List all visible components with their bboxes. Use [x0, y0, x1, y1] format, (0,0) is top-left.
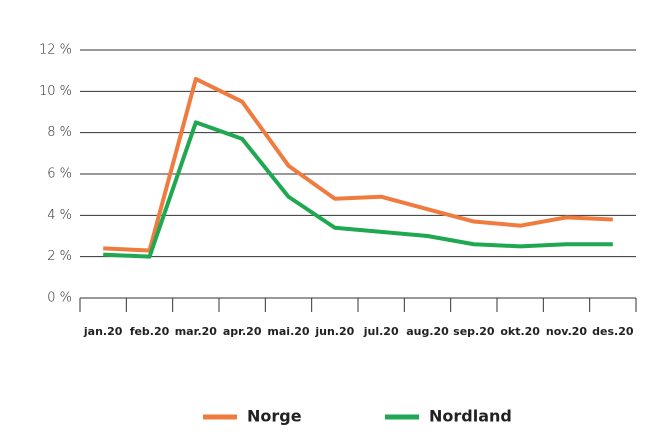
x-tick-label: nov.20: [546, 325, 587, 338]
x-tick-label: feb.20: [130, 325, 170, 338]
legend-label: Norge: [247, 407, 302, 426]
series-line: [103, 120, 613, 259]
x-tick-label: apr.20: [223, 325, 262, 338]
series-line: [103, 76, 613, 253]
x-tick-label: jan.20: [83, 325, 123, 338]
x-tick-label: des.20: [592, 325, 634, 338]
y-tick-label: 8 %: [47, 125, 72, 140]
x-tick-label: aug.20: [406, 325, 449, 338]
x-tick-label: mai.20: [267, 325, 309, 338]
y-tick-label: 10 %: [39, 84, 72, 99]
x-tick-label: jun.20: [314, 325, 354, 338]
x-tick-label: sep.20: [453, 325, 495, 338]
x-tick-label: okt.20: [500, 325, 540, 338]
legend-label: Nordland: [429, 407, 512, 426]
x-tick-label: jul.20: [363, 325, 399, 338]
y-tick-label: 2 %: [47, 249, 72, 264]
y-tick-label: 6 %: [47, 167, 72, 182]
y-tick-label: 0 %: [47, 291, 72, 306]
y-tick-label: 4 %: [47, 208, 72, 223]
y-tick-label: 12 %: [39, 43, 72, 58]
x-tick-label: mar.20: [175, 325, 218, 338]
